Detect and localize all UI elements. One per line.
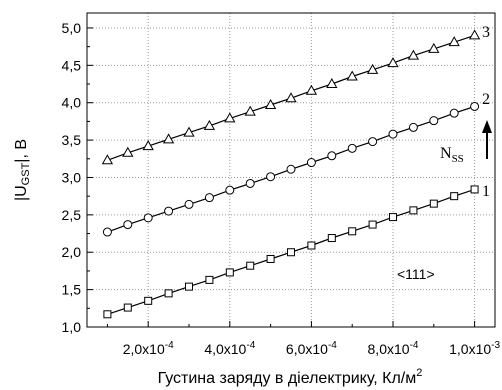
data-point	[328, 152, 336, 160]
data-point	[206, 276, 213, 283]
x-tick-label: 8,0x10-4	[368, 340, 419, 357]
y-tick-label: 1,5	[62, 282, 82, 298]
y-tick-label: 4,0	[62, 95, 82, 111]
data-point	[145, 297, 152, 304]
data-point	[247, 262, 254, 269]
data-point	[186, 283, 193, 290]
data-point	[307, 159, 315, 167]
nss-annotation: NSS	[440, 145, 464, 165]
data-point	[451, 193, 458, 200]
orientation-annotation: <111>	[397, 266, 435, 282]
y-tick-label: 2,5	[62, 207, 82, 223]
data-point	[349, 228, 356, 235]
data-point	[470, 30, 480, 38]
data-point	[471, 102, 479, 110]
x-tick-label: 4,0x10-4	[204, 340, 255, 357]
data-point	[124, 304, 131, 311]
data-point	[471, 186, 478, 193]
series-label-3: 3	[482, 24, 490, 41]
series-1	[104, 186, 478, 318]
data-point	[288, 249, 295, 256]
data-point	[246, 179, 254, 187]
y-tick-label: 5,0	[62, 20, 82, 36]
y-tick-label: 1,0	[62, 319, 82, 335]
series-label-1: 1	[482, 183, 490, 200]
data-point	[267, 173, 275, 181]
data-point	[450, 109, 458, 117]
data-point	[410, 207, 417, 214]
data-point	[308, 242, 315, 249]
series-3	[103, 30, 480, 163]
data-point	[409, 123, 417, 131]
data-point	[165, 207, 173, 215]
data-point	[267, 255, 274, 262]
x-axis-label: Густина заряду в діелектрику, Кл/м2	[158, 367, 423, 387]
series-2	[103, 102, 478, 236]
up-arrow-icon	[482, 120, 492, 159]
y-tick-label: 3,5	[62, 132, 82, 148]
data-point	[124, 221, 132, 229]
data-point	[390, 214, 397, 221]
x-tick-label: 2,0x10-4	[123, 340, 174, 357]
data-point	[328, 235, 335, 242]
data-point	[104, 311, 111, 318]
data-point	[348, 144, 356, 152]
data-point	[144, 214, 152, 222]
y-tick-label: 4,5	[62, 57, 82, 73]
data-point	[185, 200, 193, 208]
data-point	[205, 194, 213, 202]
data-point	[389, 130, 397, 138]
data-point	[369, 221, 376, 228]
data-point	[430, 200, 437, 207]
y-tick-label: 2,0	[62, 244, 82, 260]
y-axis-label: |UGST|, В	[13, 139, 32, 201]
data-point	[165, 290, 172, 297]
x-tick-label: 1,0x10-3	[449, 340, 500, 357]
data-point	[430, 117, 438, 125]
data-point	[226, 186, 234, 194]
data-point	[226, 269, 233, 276]
data-point	[103, 228, 111, 236]
x-tick-label: 6,0x10-4	[286, 340, 337, 357]
data-point	[369, 138, 377, 146]
data-point	[287, 165, 295, 173]
series-label-2: 2	[482, 91, 490, 108]
y-tick-label: 3,0	[62, 169, 82, 185]
